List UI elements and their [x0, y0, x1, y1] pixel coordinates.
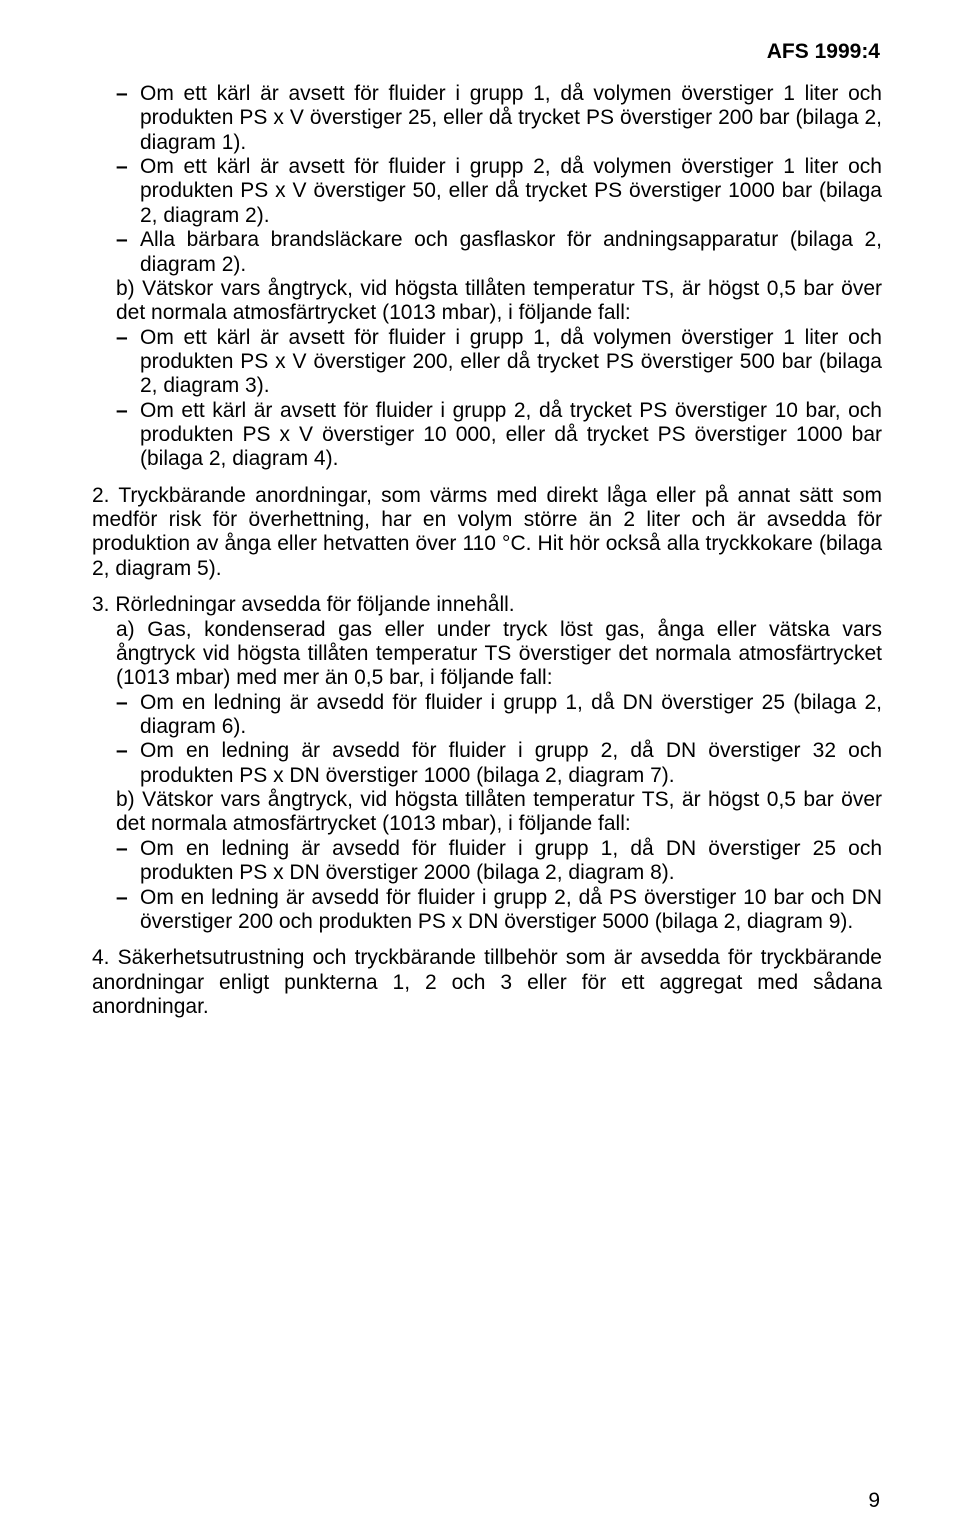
document-body: Om ett kärl är avsett för fluider i grup… [92, 82, 882, 1019]
paragraph-4: 4. Säkerhetsutrustning och tryckbärande … [92, 946, 882, 1019]
bullet-item: Om ett kärl är avsett för fluider i grup… [116, 155, 882, 228]
paragraph-3b-intro: b) Vätskor vars ångtryck, vid högsta til… [116, 788, 882, 837]
bullet-list-3b: Om en ledning är avsedd för fluider i gr… [116, 837, 882, 934]
bullet-item: Om en ledning är avsedd för fluider i gr… [116, 691, 882, 740]
bullet-item: Alla bärbara brandsläckare och gasflasko… [116, 228, 882, 277]
bullet-item: Om en ledning är avsedd för fluider i gr… [116, 886, 882, 935]
paragraph-2: 2. Tryckbärande anordningar, som värms m… [92, 484, 882, 581]
paragraph-3-heading: 3. Rörledningar avsedda för följande inn… [92, 593, 882, 617]
bullet-item: Om ett kärl är avsett för fluider i grup… [116, 326, 882, 399]
bullet-item: Om ett kärl är avsett för fluider i grup… [116, 399, 882, 472]
paragraph-3a-intro: a) Gas, kondenserad gas eller under tryc… [116, 618, 882, 691]
section-b-intro: b) Vätskor vars ångtryck, vid högsta til… [116, 277, 882, 326]
bullet-item: Om en ledning är avsedd för fluider i gr… [116, 837, 882, 886]
bullet-list-1: Om ett kärl är avsett för fluider i grup… [116, 82, 882, 277]
bullet-list-3a: Om en ledning är avsedd för fluider i gr… [116, 691, 882, 788]
document-page: AFS 1999:4 Om ett kärl är avsett för flu… [0, 0, 960, 1539]
bullet-item: Om en ledning är avsedd för fluider i gr… [116, 739, 882, 788]
page-number: 9 [868, 1489, 880, 1513]
bullet-item: Om ett kärl är avsett för fluider i grup… [116, 82, 882, 155]
document-header-code: AFS 1999:4 [92, 40, 882, 64]
bullet-list-b: Om ett kärl är avsett för fluider i grup… [116, 326, 882, 472]
